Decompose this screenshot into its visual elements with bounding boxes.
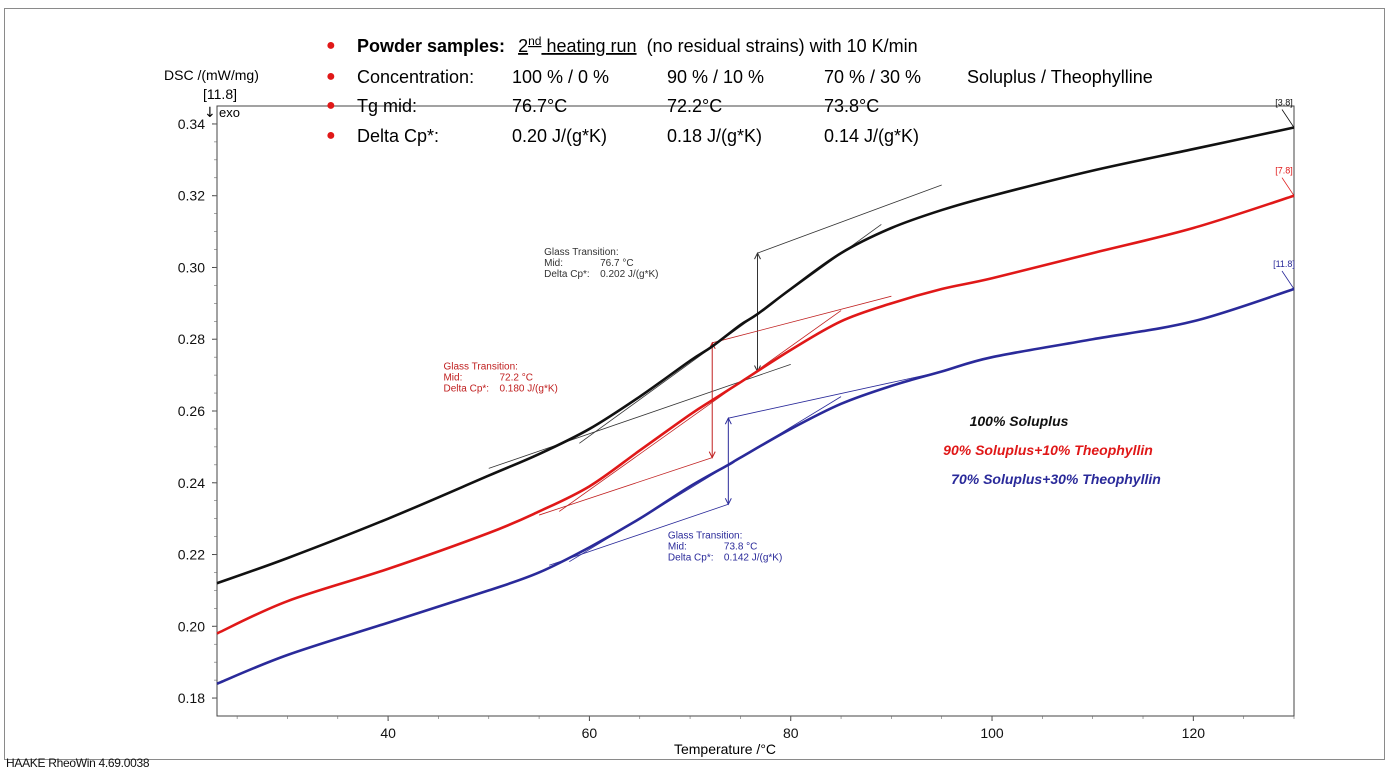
series-line: [216, 194, 1295, 635]
row-tg-c2: 72.2°C: [667, 96, 722, 116]
y-tick-label: 0.20: [178, 618, 205, 634]
row-tg-label: Tg mid:: [357, 96, 417, 116]
y-axis-marker: [11.8]: [203, 86, 237, 102]
annotation-cp-value: 0.180 J/(g*K): [499, 384, 557, 395]
row-tg-c1: 76.7°C: [512, 96, 567, 116]
step-arrow-head-icon: [754, 251, 761, 260]
row-cp-c3: 0.14 J/(g*K): [824, 126, 919, 146]
info-title: Powder samples: 2nd heating run (no resi…: [357, 34, 918, 56]
x-tick-label: 40: [380, 725, 396, 741]
row-cp-c1: 0.20 J/(g*K): [512, 126, 607, 146]
annotation-mid-value: 76.7 °C: [600, 258, 633, 269]
x-tick-label: 80: [783, 725, 799, 741]
row-concentration-c3: 70 % / 30 %: [824, 67, 921, 87]
series-line: [216, 126, 1295, 585]
annotation-cp-label: Delta Cp*:: [544, 269, 590, 280]
annotation-mid-value: 73.8 °C: [724, 541, 757, 552]
bullet-icon: ●: [326, 127, 336, 144]
row-concentration-c2: 90 % / 10 %: [667, 67, 764, 87]
annotation-cp-label: Delta Cp*:: [443, 384, 489, 395]
x-tick-label: 100: [980, 725, 1004, 741]
legend-entry: 70% Soluplus+30% Theophyllin: [951, 471, 1161, 487]
row-cp-label: Delta Cp*:: [357, 126, 439, 146]
figure-border: [4, 8, 1385, 760]
step-arrow-head-icon: [708, 451, 716, 459]
y-axis-label: DSC /(mW/mg): [164, 67, 259, 83]
tangent-line: [712, 295, 892, 344]
annotation-title: Glass Transition:: [668, 530, 742, 541]
end-tag-label: [7.8]: [1275, 166, 1293, 176]
annotation-title: Glass Transition:: [443, 362, 517, 373]
info-title-run: 2nd heating run: [518, 34, 636, 56]
annotation-mid-value: 72.2 °C: [499, 373, 532, 384]
annotation-cp-label: Delta Cp*:: [668, 552, 714, 563]
row-concentration-c1: 100 % / 0 %: [512, 67, 609, 87]
legend-entry: 100% Soluplus: [970, 413, 1069, 429]
row-cp-c2: 0.18 J/(g*K): [667, 126, 762, 146]
series-lines: [3.8] [7.8] [11.8]: [216, 98, 1295, 685]
exo-label: exo: [219, 105, 240, 120]
annotation-cp-value: 0.142 J/(g*K): [724, 552, 782, 563]
row-tg-c3: 73.8°C: [824, 96, 879, 116]
end-tag-leader: [1281, 109, 1295, 128]
row-concentration-c4: Soluplus / Theophylline: [967, 67, 1153, 87]
tangent-line: [757, 184, 942, 254]
y-tick-label: 0.32: [178, 188, 205, 204]
y-tick-label: 0.22: [178, 547, 205, 563]
annotation-title: Glass Transition:: [544, 247, 618, 258]
end-tag-label: [3.8]: [1275, 98, 1293, 108]
series-line: [216, 287, 1295, 685]
software-version: HAAKE RheoWin 4.69.0038: [6, 756, 150, 770]
x-axis-label: Temperature /°C: [674, 741, 776, 757]
info-title-tail: (no residual strains) with 10 K/min: [647, 36, 918, 56]
y-tick-label: 0.26: [178, 403, 205, 419]
tangent-line: [558, 310, 842, 512]
x-tick-label: 60: [582, 725, 598, 741]
step-arrow-head-icon: [724, 417, 732, 425]
axes: 0.18 0.20 0.22 0.24 0.26 0.28 0.30 0.32 0.34 40 60…: [178, 116, 1295, 741]
bullet-icon: ●: [326, 97, 336, 114]
end-tag-label: [11.8]: [1273, 259, 1295, 269]
row-concentration-label: Concentration:: [357, 67, 474, 87]
annotation-mid-label: Mid:: [668, 541, 687, 552]
end-tag-leader: [1281, 177, 1295, 196]
tangent-line: [728, 371, 942, 419]
annotation-mid-label: Mid:: [544, 258, 563, 269]
legend-entry: 90% Soluplus+10% Theophyllin: [943, 442, 1153, 458]
tangent-line: [549, 503, 729, 566]
legend: 100% Soluplus 90% Soluplus+10% Theophyll…: [943, 413, 1161, 487]
step-arrow-head-icon: [724, 498, 732, 506]
info-block: ● Powder samples: 2nd heating run (no re…: [326, 34, 1153, 146]
y-tick-label: 0.24: [178, 475, 205, 491]
bullet-icon: ●: [326, 68, 336, 85]
y-tick-label: 0.18: [178, 690, 205, 706]
annotation-cp-value: 0.202 J/(g*K): [600, 269, 658, 280]
bullet-icon: ●: [326, 37, 336, 54]
annotation-mid-label: Mid:: [443, 373, 462, 384]
end-tag-leader: [1281, 270, 1295, 290]
y-tick-label: 0.34: [178, 116, 205, 132]
x-tick-label: 120: [1182, 725, 1206, 741]
y-tick-label: 0.30: [178, 259, 205, 275]
info-title-bold: Powder samples:: [357, 36, 505, 56]
y-tick-label: 0.28: [178, 331, 205, 347]
exo-arrow-icon: ↓: [204, 105, 216, 121]
